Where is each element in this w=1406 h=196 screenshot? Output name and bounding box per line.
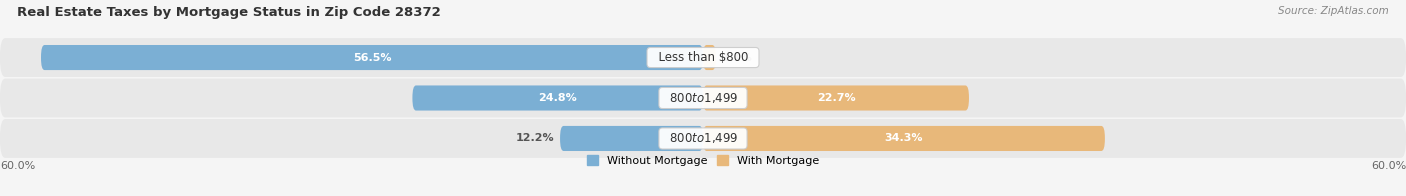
FancyBboxPatch shape — [0, 38, 1406, 77]
FancyBboxPatch shape — [703, 126, 1105, 151]
Text: $800 to $1,499: $800 to $1,499 — [662, 132, 744, 145]
Text: 34.3%: 34.3% — [884, 133, 924, 143]
FancyBboxPatch shape — [0, 119, 1406, 158]
Text: Source: ZipAtlas.com: Source: ZipAtlas.com — [1278, 6, 1389, 16]
Text: Real Estate Taxes by Mortgage Status in Zip Code 28372: Real Estate Taxes by Mortgage Status in … — [17, 6, 440, 19]
FancyBboxPatch shape — [412, 85, 703, 111]
Text: 24.8%: 24.8% — [538, 93, 576, 103]
Text: 12.2%: 12.2% — [516, 133, 554, 143]
FancyBboxPatch shape — [560, 126, 703, 151]
Text: 60.0%: 60.0% — [0, 161, 35, 171]
FancyBboxPatch shape — [703, 45, 716, 70]
Text: Less than $800: Less than $800 — [651, 51, 755, 64]
FancyBboxPatch shape — [41, 45, 703, 70]
Text: 60.0%: 60.0% — [1371, 161, 1406, 171]
FancyBboxPatch shape — [0, 79, 1406, 117]
FancyBboxPatch shape — [703, 85, 969, 111]
Text: 56.5%: 56.5% — [353, 53, 391, 63]
Legend: Without Mortgage, With Mortgage: Without Mortgage, With Mortgage — [582, 151, 824, 170]
Text: 22.7%: 22.7% — [817, 93, 855, 103]
Text: 1.1%: 1.1% — [721, 53, 752, 63]
Text: $800 to $1,499: $800 to $1,499 — [662, 91, 744, 105]
